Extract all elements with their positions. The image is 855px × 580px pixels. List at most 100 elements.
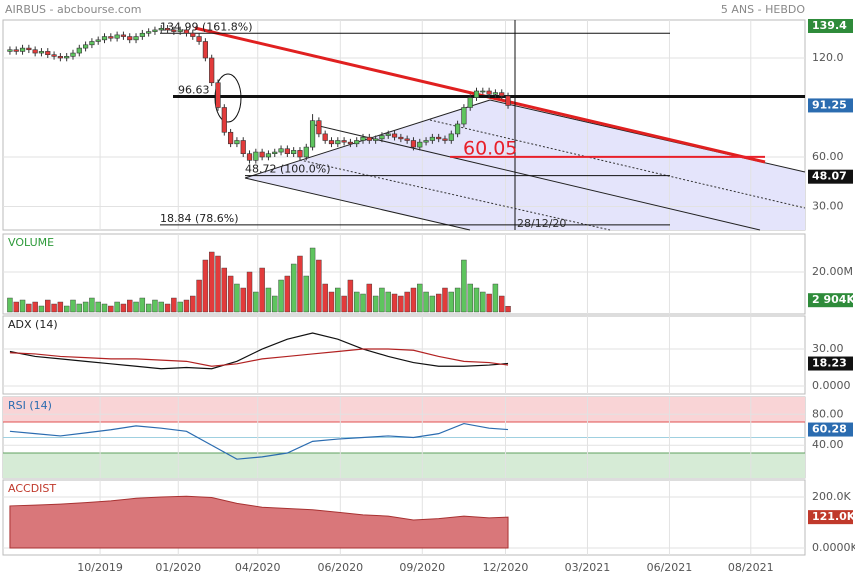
volume-bar <box>347 279 354 313</box>
y-tick-label: 80.00 <box>812 407 844 420</box>
volume-bar <box>297 255 303 313</box>
indicator-line <box>9 422 509 460</box>
candle-body <box>454 123 461 135</box>
candle-body <box>19 47 26 52</box>
volume-bar <box>152 299 158 313</box>
candle-body <box>108 36 114 39</box>
oversold-zone <box>3 452 805 478</box>
price-box <box>808 422 853 437</box>
volume-bar <box>202 259 209 313</box>
volume-bar <box>196 279 202 313</box>
fib-label: 96.63 <box>178 84 210 97</box>
candle-body <box>114 34 120 39</box>
volume-bar <box>404 291 410 313</box>
x-tick-label: 06/2021 <box>647 561 693 574</box>
channel-line <box>244 177 471 231</box>
candle-body <box>51 54 57 57</box>
volume-bar <box>448 291 454 313</box>
candle-body <box>410 140 417 148</box>
fib-label: 18.84 (78.6%) <box>160 212 239 225</box>
candle-body <box>45 51 51 56</box>
candle-body <box>442 138 448 141</box>
volume-bar <box>19 299 26 313</box>
annotation-label: 60.05 <box>463 137 517 159</box>
candle-body <box>265 153 272 158</box>
channel-line <box>429 119 806 209</box>
candle-body <box>7 49 13 52</box>
y-tick-label: 0.0000K <box>812 541 855 554</box>
chart-title: AIRBUS - abcbourse.com <box>5 3 141 16</box>
candle-body <box>322 133 328 141</box>
volume-bar <box>322 283 328 313</box>
panel-title: VOLUME <box>8 236 54 249</box>
volume-bar <box>127 299 133 313</box>
volume-bar <box>341 295 347 313</box>
candle-body <box>177 29 183 32</box>
candle-body <box>404 138 410 141</box>
panel-title: RSI (14) <box>8 399 52 412</box>
candle-body <box>316 120 322 135</box>
y-tick-label: 30.00 <box>812 200 844 213</box>
volume-bar <box>328 291 335 313</box>
candle-body <box>101 36 108 41</box>
candle-body <box>127 36 133 41</box>
volume-bar <box>486 293 492 313</box>
candle-body <box>291 150 297 155</box>
volume-bar <box>303 275 309 313</box>
candle-body <box>423 140 429 143</box>
candle-body <box>70 52 76 57</box>
volume-bar <box>435 293 442 313</box>
candle-body <box>366 136 372 141</box>
candle-body <box>89 41 95 46</box>
volume-bar <box>372 295 379 313</box>
candle-body <box>202 41 208 59</box>
volume-bar <box>309 247 316 313</box>
volume-bar <box>114 301 120 313</box>
volume-bar <box>13 301 19 313</box>
fib-label: 134.99 (161.8%) <box>160 20 253 33</box>
crosshair-date: 28/12/20 <box>517 217 566 230</box>
x-tick-label: 04/2020 <box>235 561 281 574</box>
candle-body <box>341 140 347 143</box>
candle-body <box>499 92 505 97</box>
volume-bar <box>366 283 373 313</box>
candle-body <box>13 49 19 52</box>
volume-bar <box>265 287 272 313</box>
candle-body <box>234 140 240 145</box>
volume-bar <box>354 291 360 313</box>
chart-subtitle: 5 ANS - HEBDO <box>721 3 805 16</box>
volume-bar <box>442 287 448 313</box>
y-tick-label: 200.0K <box>812 490 851 503</box>
volume-bar <box>45 299 51 313</box>
volume-bar <box>454 287 461 313</box>
channel-line <box>314 124 761 231</box>
volume-bar <box>171 297 177 313</box>
volume-bar <box>473 287 480 313</box>
volume-bar <box>164 303 171 313</box>
candle-body <box>328 140 335 145</box>
indicator-line <box>9 348 509 367</box>
volume-bar <box>190 295 196 313</box>
volume-bar <box>246 271 253 313</box>
candle-body <box>196 36 202 42</box>
volume-bar <box>32 301 38 313</box>
volume-bar <box>89 297 95 313</box>
x-tick-label: 03/2021 <box>565 561 611 574</box>
volume-bar <box>38 305 45 313</box>
volume-bar <box>57 301 64 313</box>
candle-body <box>146 31 152 34</box>
panel-title: ACCDIST <box>8 482 56 495</box>
volume-bar <box>234 283 240 313</box>
channel-line <box>299 159 611 231</box>
x-tick-label: 10/2019 <box>77 561 123 574</box>
volume-bar <box>492 283 499 313</box>
candle-body <box>347 141 354 145</box>
candle-body <box>309 120 316 148</box>
price-box <box>808 510 853 525</box>
volume-bar <box>379 287 385 313</box>
trend-line <box>194 26 766 164</box>
panel-title: ADX (14) <box>8 318 58 331</box>
volume-bar <box>70 299 76 313</box>
volume-bar <box>423 291 429 313</box>
